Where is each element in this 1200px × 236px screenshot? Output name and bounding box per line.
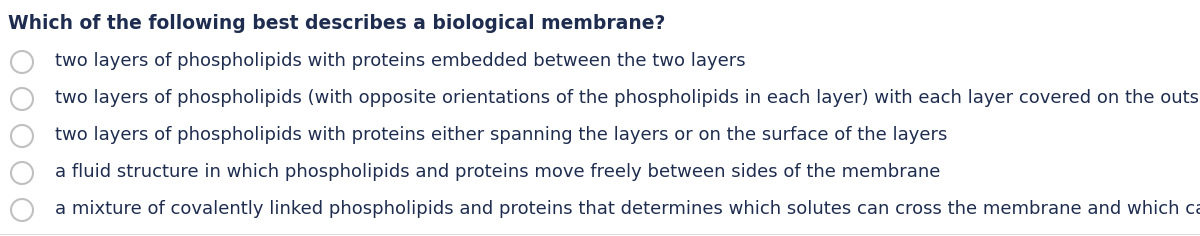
Text: two layers of phospholipids with proteins either spanning the layers or on the s: two layers of phospholipids with protein… xyxy=(55,126,947,144)
Text: Which of the following best describes a biological membrane?: Which of the following best describes a … xyxy=(8,14,665,33)
Text: a mixture of covalently linked phospholipids and proteins that determines which : a mixture of covalently linked phospholi… xyxy=(55,200,1200,218)
Text: two layers of phospholipids with proteins embedded between the two layers: two layers of phospholipids with protein… xyxy=(55,52,745,70)
Text: two layers of phospholipids (with opposite orientations of the phospholipids in : two layers of phospholipids (with opposi… xyxy=(55,89,1200,107)
Text: a fluid structure in which phospholipids and proteins move freely between sides : a fluid structure in which phospholipids… xyxy=(55,163,941,181)
